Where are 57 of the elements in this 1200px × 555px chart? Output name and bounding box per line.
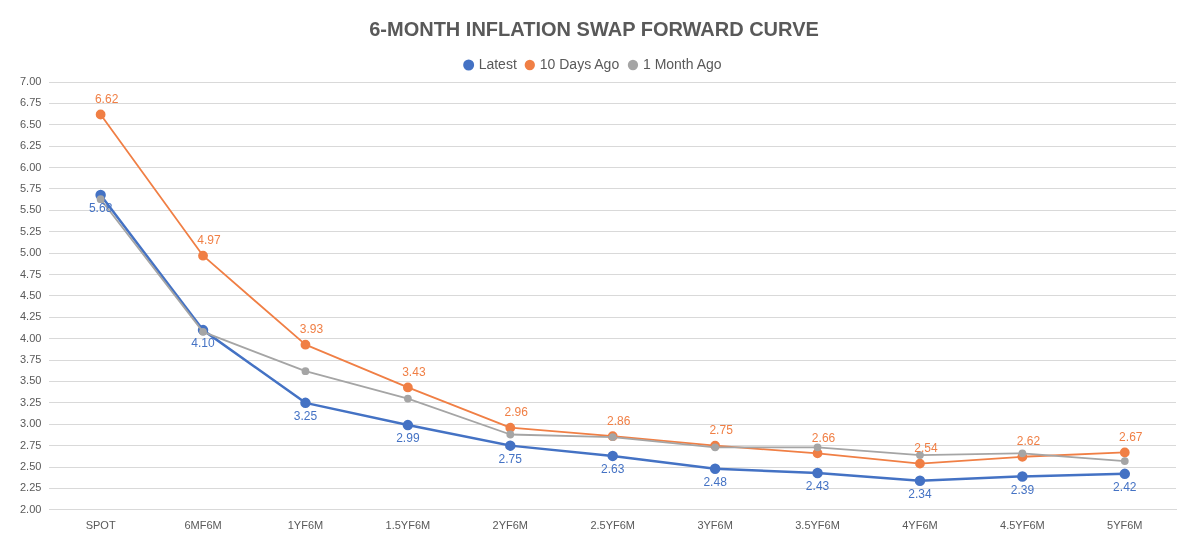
x-tick-label: 5YF6M (1107, 519, 1143, 532)
y-tick-label: 6.25 (19, 139, 42, 152)
y-tick-label: 4.50 (19, 288, 42, 301)
y-tick-label: 2.50 (19, 460, 42, 473)
data-label: 2.62 (1016, 434, 1041, 449)
x-tick-label: 4.5YF6M (1000, 519, 1045, 532)
y-tick-label: 2.00 (19, 502, 42, 515)
data-label: 3.93 (299, 321, 324, 336)
data-label: 2.54 (914, 440, 938, 455)
data-label: 2.39 (1010, 482, 1035, 497)
y-tick-label: 6.50 (19, 117, 42, 130)
legend-label: 1 Month Ago (642, 55, 722, 72)
y-tick-label: 5.00 (19, 246, 42, 259)
data-label: 2.34 (908, 487, 932, 502)
y-tick-label: 5.75 (19, 181, 42, 194)
y-tick-label: 7.00 (19, 75, 42, 88)
legend-label: 10 Days Ago (539, 55, 620, 72)
y-tick-label: 5.50 (19, 203, 42, 216)
y-tick-label: 6.00 (19, 160, 42, 173)
y-tick-label: 3.00 (19, 417, 42, 430)
x-tick-label: 6MF6M (184, 519, 222, 532)
data-label: 6.62 (94, 91, 119, 106)
data-label: 4.10 (191, 336, 216, 351)
x-tick-label: 3.5YF6M (795, 519, 840, 532)
data-label: 2.66 (811, 430, 836, 445)
data-label: 2.42 (1113, 480, 1137, 495)
data-label: 2.96 (504, 404, 529, 419)
data-label: 3.25 (293, 409, 318, 424)
data-label: 2.75 (709, 422, 734, 437)
y-tick-label: 2.25 (19, 481, 42, 494)
data-label: 2.48 (703, 475, 728, 490)
data-label: 2.63 (601, 462, 625, 477)
x-tick-label: 1YF6M (287, 519, 324, 532)
y-tick-label: 3.75 (19, 353, 42, 366)
x-tick-label: 2YF6M (492, 519, 529, 532)
y-tick-label: 4.25 (19, 310, 42, 323)
y-tick-label: 3.25 (19, 395, 42, 408)
x-tick-label: 3YF6M (697, 519, 733, 532)
legend-label: Latest (478, 55, 517, 72)
x-tick-label: 2.5YF6M (590, 519, 636, 532)
y-tick-label: 2.75 (19, 438, 42, 451)
data-label: 4.97 (197, 233, 222, 247)
y-tick-label: 6.75 (19, 96, 42, 109)
chart-title: 6-MONTH INFLATION SWAP FORWARD CURVE (369, 17, 819, 40)
y-tick-label: 3.50 (19, 374, 42, 387)
data-label: 3.43 (402, 364, 426, 379)
x-tick-label: 1.5YF6M (385, 519, 431, 532)
data-label: 2.67 (1119, 429, 1143, 444)
data-label: 2.43 (805, 479, 830, 494)
x-tick-label: SPOT (85, 519, 116, 532)
y-tick-label: 4.75 (19, 267, 42, 280)
y-tick-label: 5.25 (19, 224, 42, 237)
data-label: 2.99 (396, 431, 420, 446)
x-tick-label: 4YF6M (902, 519, 938, 532)
y-tick-label: 4.00 (19, 331, 42, 344)
data-label: 2.86 (607, 413, 631, 428)
data-label: 2.75 (498, 451, 523, 466)
